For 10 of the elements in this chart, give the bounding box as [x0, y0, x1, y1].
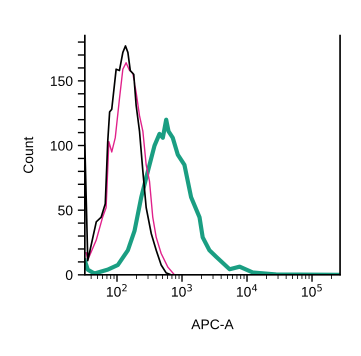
x-tick-label: 10$^{3}$	[172, 284, 192, 297]
x-tick-label: 10$^{4}$	[236, 284, 258, 297]
y-tick-label: 150	[50, 76, 72, 86]
y-axis-title: Count	[23, 136, 34, 174]
x-tick-label: 10$^{5}$	[302, 284, 322, 297]
y-tick-label: 0	[66, 270, 72, 280]
x-tick-label: 10$^{2}$	[106, 284, 127, 297]
y-tick-label: 100	[50, 140, 72, 151]
x-axis-title: APC-A	[191, 319, 234, 330]
y-tick-label: 50	[58, 206, 72, 216]
